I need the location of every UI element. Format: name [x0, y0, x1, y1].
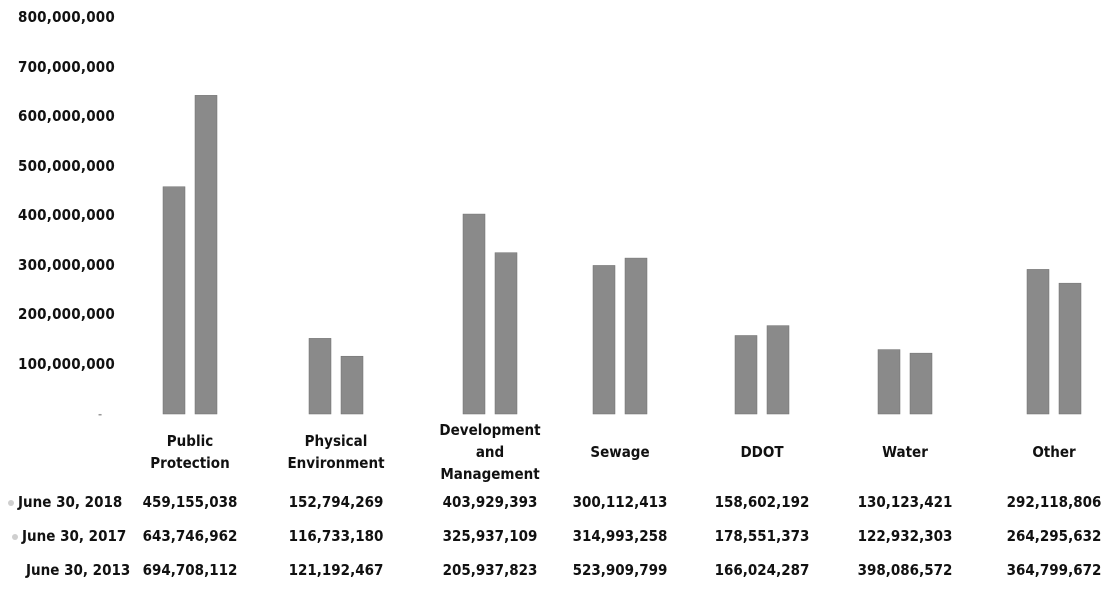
data-cell: 158,602,192 [714, 493, 810, 511]
bar-0-1 [308, 338, 332, 415]
y-tick-label: 400,000,000 [18, 206, 115, 224]
category-label-line: Water [882, 443, 928, 461]
category-label: Sewage [550, 441, 690, 463]
bar-1-4 [766, 325, 790, 415]
data-cell: 152,794,269 [288, 493, 384, 511]
data-cell: 459,155,038 [142, 493, 238, 511]
data-cell: 643,746,962 [142, 527, 238, 545]
y-tick-label: 300,000,000 [18, 255, 115, 274]
y-tick-label: 200,000,000 [18, 305, 115, 323]
data-cell: 178,551,373 [714, 527, 810, 545]
bar-1-0 [194, 95, 218, 415]
bar-0-6 [1026, 269, 1050, 415]
bar-0-0 [162, 186, 186, 415]
category-label-line: Physical [304, 432, 368, 450]
bar-1-3 [624, 257, 648, 415]
y-tick-label: 100,000,000 [18, 354, 115, 373]
category-label-line: Environment [287, 454, 385, 472]
data-cell: 130,123,421 [857, 493, 953, 511]
category-label-line: Other [1032, 443, 1076, 461]
bar-0-4 [734, 335, 758, 415]
y-tick-label: 700,000,000 [18, 57, 115, 76]
bar-1-6 [1058, 282, 1082, 415]
category-label: Public Protection [120, 430, 260, 474]
series-label: June 30, 2018 [8, 493, 158, 511]
bar-0-5 [877, 349, 901, 415]
category-label: Other [984, 441, 1109, 463]
category-label-line: Sewage [590, 443, 650, 461]
data-cell: 398,086,572 [857, 561, 953, 579]
bar-0-3 [592, 265, 616, 415]
series-name: June 30, 2018 [18, 493, 123, 511]
data-cell: 403,929,393 [442, 493, 538, 511]
data-cell: 364,799,672 [1006, 561, 1102, 579]
data-cell: 314,993,258 [572, 527, 668, 545]
category-label-line: DDOT [740, 443, 784, 461]
y-tick-label: 800,000,000 [18, 8, 115, 26]
data-cell: 121,192,467 [288, 561, 384, 579]
bar-1-5 [909, 352, 933, 415]
legend-marker [12, 533, 18, 540]
bar-1-2 [494, 252, 518, 415]
data-cell: 325,937,109 [442, 527, 538, 545]
series-name: June 30, 2013 [26, 561, 131, 579]
category-label-line: Public [166, 432, 214, 450]
series-label: June 30, 2017 [12, 527, 162, 545]
data-cell: 300,112,413 [572, 493, 668, 511]
data-cell: 116,733,180 [288, 527, 384, 545]
data-cell: 205,937,823 [442, 561, 538, 579]
category-label-line: Protection [150, 454, 230, 472]
category-label: Development and Management [420, 419, 560, 485]
data-cell: 292,118,806 [1006, 493, 1102, 511]
category-label-line: Development [439, 421, 541, 439]
category-label: Water [835, 441, 975, 463]
y-tick-label: 500,000,000 [18, 156, 115, 175]
y-tick-label: 600,000,000 [18, 107, 115, 125]
bar-0-2 [462, 213, 486, 415]
y-tick-label: - [98, 408, 103, 421]
data-cell: 122,932,303 [857, 527, 953, 545]
bar-1-1 [340, 355, 364, 415]
series-name: June 30, 2017 [22, 527, 127, 545]
category-label-line: and [475, 443, 505, 461]
data-cell: 166,024,287 [714, 561, 810, 579]
category-label-line: Management [440, 465, 540, 483]
data-cell: 523,909,799 [572, 561, 668, 579]
category-label: Physical Environment [266, 430, 406, 474]
category-label: DDOT [692, 441, 832, 463]
series-label: June 30, 2013 [26, 561, 176, 579]
legend-marker [8, 499, 14, 506]
data-cell: 694,708,112 [142, 561, 238, 579]
data-cell: 264,295,632 [1006, 527, 1102, 545]
